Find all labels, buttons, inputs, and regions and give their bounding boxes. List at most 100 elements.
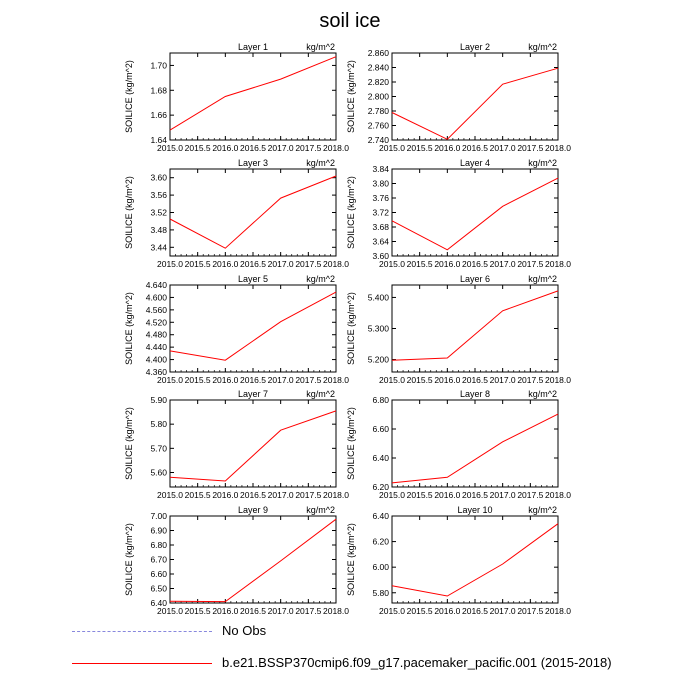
x-tick-label: 2017.5 <box>295 375 321 385</box>
y-tick-label: 5.400 <box>368 292 390 302</box>
y-tick-label: 6.60 <box>150 569 167 579</box>
y-tick-label: 3.80 <box>372 179 389 189</box>
x-tick-label: 2015.0 <box>157 606 183 616</box>
y-tick-label: 6.60 <box>372 424 389 434</box>
x-tick-label: 2017.0 <box>268 375 294 385</box>
x-tick-label: 2016.0 <box>434 143 460 153</box>
y-tick-label: 3.48 <box>150 225 167 235</box>
x-tick-label: 2017.0 <box>490 259 516 269</box>
series-line <box>391 177 559 251</box>
x-tick-label: 2018.0 <box>545 606 571 616</box>
plot-frame <box>391 52 559 141</box>
x-tick-label: 2017.0 <box>490 375 516 385</box>
x-tick-label: 2017.0 <box>490 606 516 616</box>
x-tick-label: 2016.0 <box>212 606 238 616</box>
x-tick-label: 2015.0 <box>379 259 405 269</box>
y-tick-label: 3.60 <box>372 251 389 261</box>
y-axis-label: SOILICE (kg/m^2) <box>346 60 356 133</box>
x-tick-label: 2016.5 <box>462 490 488 500</box>
panel-title: Layer 3 <box>238 158 268 168</box>
y-tick-label: 6.20 <box>372 537 389 547</box>
panel-layer-5: Layer 5 kg/m^2 SOILICE (kg/m^2) 2015.0 2015.… <box>124 274 349 385</box>
panel-title: Layer 9 <box>238 505 268 515</box>
panel-units: kg/m^2 <box>306 158 335 168</box>
y-tick-label: 3.56 <box>150 190 167 200</box>
y-tick-label: 4.560 <box>146 305 168 315</box>
series-line <box>391 290 559 361</box>
x-tick-label: 2015.0 <box>379 375 405 385</box>
y-tick-label: 3.84 <box>372 164 389 174</box>
x-tick-label: 2018.0 <box>323 143 349 153</box>
x-tick-label: 2015.5 <box>407 143 433 153</box>
y-tick-label: 4.520 <box>146 317 168 327</box>
x-tick-label: 2017.0 <box>268 143 294 153</box>
y-tick-label: 2.820 <box>368 77 390 87</box>
y-tick-label: 6.80 <box>372 395 389 405</box>
y-axis-label: SOILICE (kg/m^2) <box>346 176 356 249</box>
x-tick-label: 2016.0 <box>212 375 238 385</box>
x-tick-label: 2018.0 <box>323 259 349 269</box>
legend-item-no-obs: No Obs <box>0 622 700 642</box>
panel-units: kg/m^2 <box>528 42 557 52</box>
panel-title: Layer 1 <box>238 42 268 52</box>
panel-units: kg/m^2 <box>528 274 557 284</box>
y-tick-label: 1.68 <box>150 85 167 95</box>
x-tick-label: 2015.5 <box>407 375 433 385</box>
y-tick-label: 2.740 <box>368 135 390 145</box>
panel-title: Layer 2 <box>460 42 490 52</box>
x-tick-label: 2016.5 <box>240 490 266 500</box>
y-tick-label: 5.80 <box>150 419 167 429</box>
legend-line-no-obs <box>72 631 212 632</box>
panel-units: kg/m^2 <box>528 505 557 515</box>
x-tick-label: 2018.0 <box>323 490 349 500</box>
panel-units: kg/m^2 <box>306 389 335 399</box>
x-tick-label: 2016.5 <box>462 143 488 153</box>
x-tick-label: 2017.0 <box>268 606 294 616</box>
y-tick-label: 2.760 <box>368 121 390 131</box>
panel-layer-8: Layer 8 kg/m^2 SOILICE (kg/m^2) 2015.0 2015.… <box>346 389 571 500</box>
y-tick-label: 6.20 <box>372 482 389 492</box>
panel-title: Layer 5 <box>238 274 268 284</box>
series-line <box>391 413 559 484</box>
y-tick-label: 3.68 <box>372 222 389 232</box>
x-tick-label: 2017.0 <box>268 490 294 500</box>
x-tick-label: 2016.5 <box>462 375 488 385</box>
x-tick-label: 2016.0 <box>434 490 460 500</box>
x-tick-label: 2018.0 <box>545 490 571 500</box>
y-axis-label: SOILICE (kg/m^2) <box>124 176 134 249</box>
x-tick-label: 2017.5 <box>295 143 321 153</box>
y-tick-label: 5.70 <box>150 443 167 453</box>
panel-layer-2: Layer 2 kg/m^2 SOILICE (kg/m^2) 2015.0 2015.… <box>346 42 571 153</box>
x-tick-label: 2015.0 <box>379 606 405 616</box>
panel-layer-9: Layer 9 kg/m^2 SOILICE (kg/m^2) 2015.0 2015.… <box>124 505 349 616</box>
panel-title: Layer 10 <box>457 505 492 515</box>
y-tick-label: 2.840 <box>368 63 390 73</box>
chart-title: soil ice <box>319 10 381 32</box>
y-tick-label: 1.66 <box>150 110 167 120</box>
y-tick-label: 5.300 <box>368 324 390 334</box>
x-tick-label: 2015.5 <box>185 143 211 153</box>
y-tick-label: 3.72 <box>372 208 389 218</box>
panel-layer-10: Layer 10 kg/m^2 SOILICE (kg/m^2) 2015.0 2015… <box>346 505 571 616</box>
x-tick-label: 2015.5 <box>185 259 211 269</box>
x-tick-label: 2016.0 <box>212 143 238 153</box>
y-tick-label: 3.64 <box>372 237 389 247</box>
plot-frame <box>169 168 337 257</box>
x-tick-label: 2015.5 <box>407 606 433 616</box>
x-tick-label: 2015.5 <box>185 375 211 385</box>
x-tick-label: 2015.0 <box>157 490 183 500</box>
series-line <box>169 410 337 482</box>
y-axis-label: SOILICE (kg/m^2) <box>124 60 134 133</box>
y-axis-label: SOILICE (kg/m^2) <box>346 407 356 480</box>
y-tick-label: 1.64 <box>150 135 167 145</box>
series-line <box>169 518 337 603</box>
x-tick-label: 2016.5 <box>240 259 266 269</box>
x-tick-label: 2018.0 <box>545 375 571 385</box>
x-tick-label: 2015.0 <box>157 259 183 269</box>
y-axis-label: SOILICE (kg/m^2) <box>346 292 356 365</box>
y-axis-label: SOILICE (kg/m^2) <box>124 292 134 365</box>
panel-units: kg/m^2 <box>306 42 335 52</box>
y-tick-label: 6.40 <box>372 453 389 463</box>
x-tick-label: 2015.5 <box>407 259 433 269</box>
x-tick-label: 2017.0 <box>490 490 516 500</box>
